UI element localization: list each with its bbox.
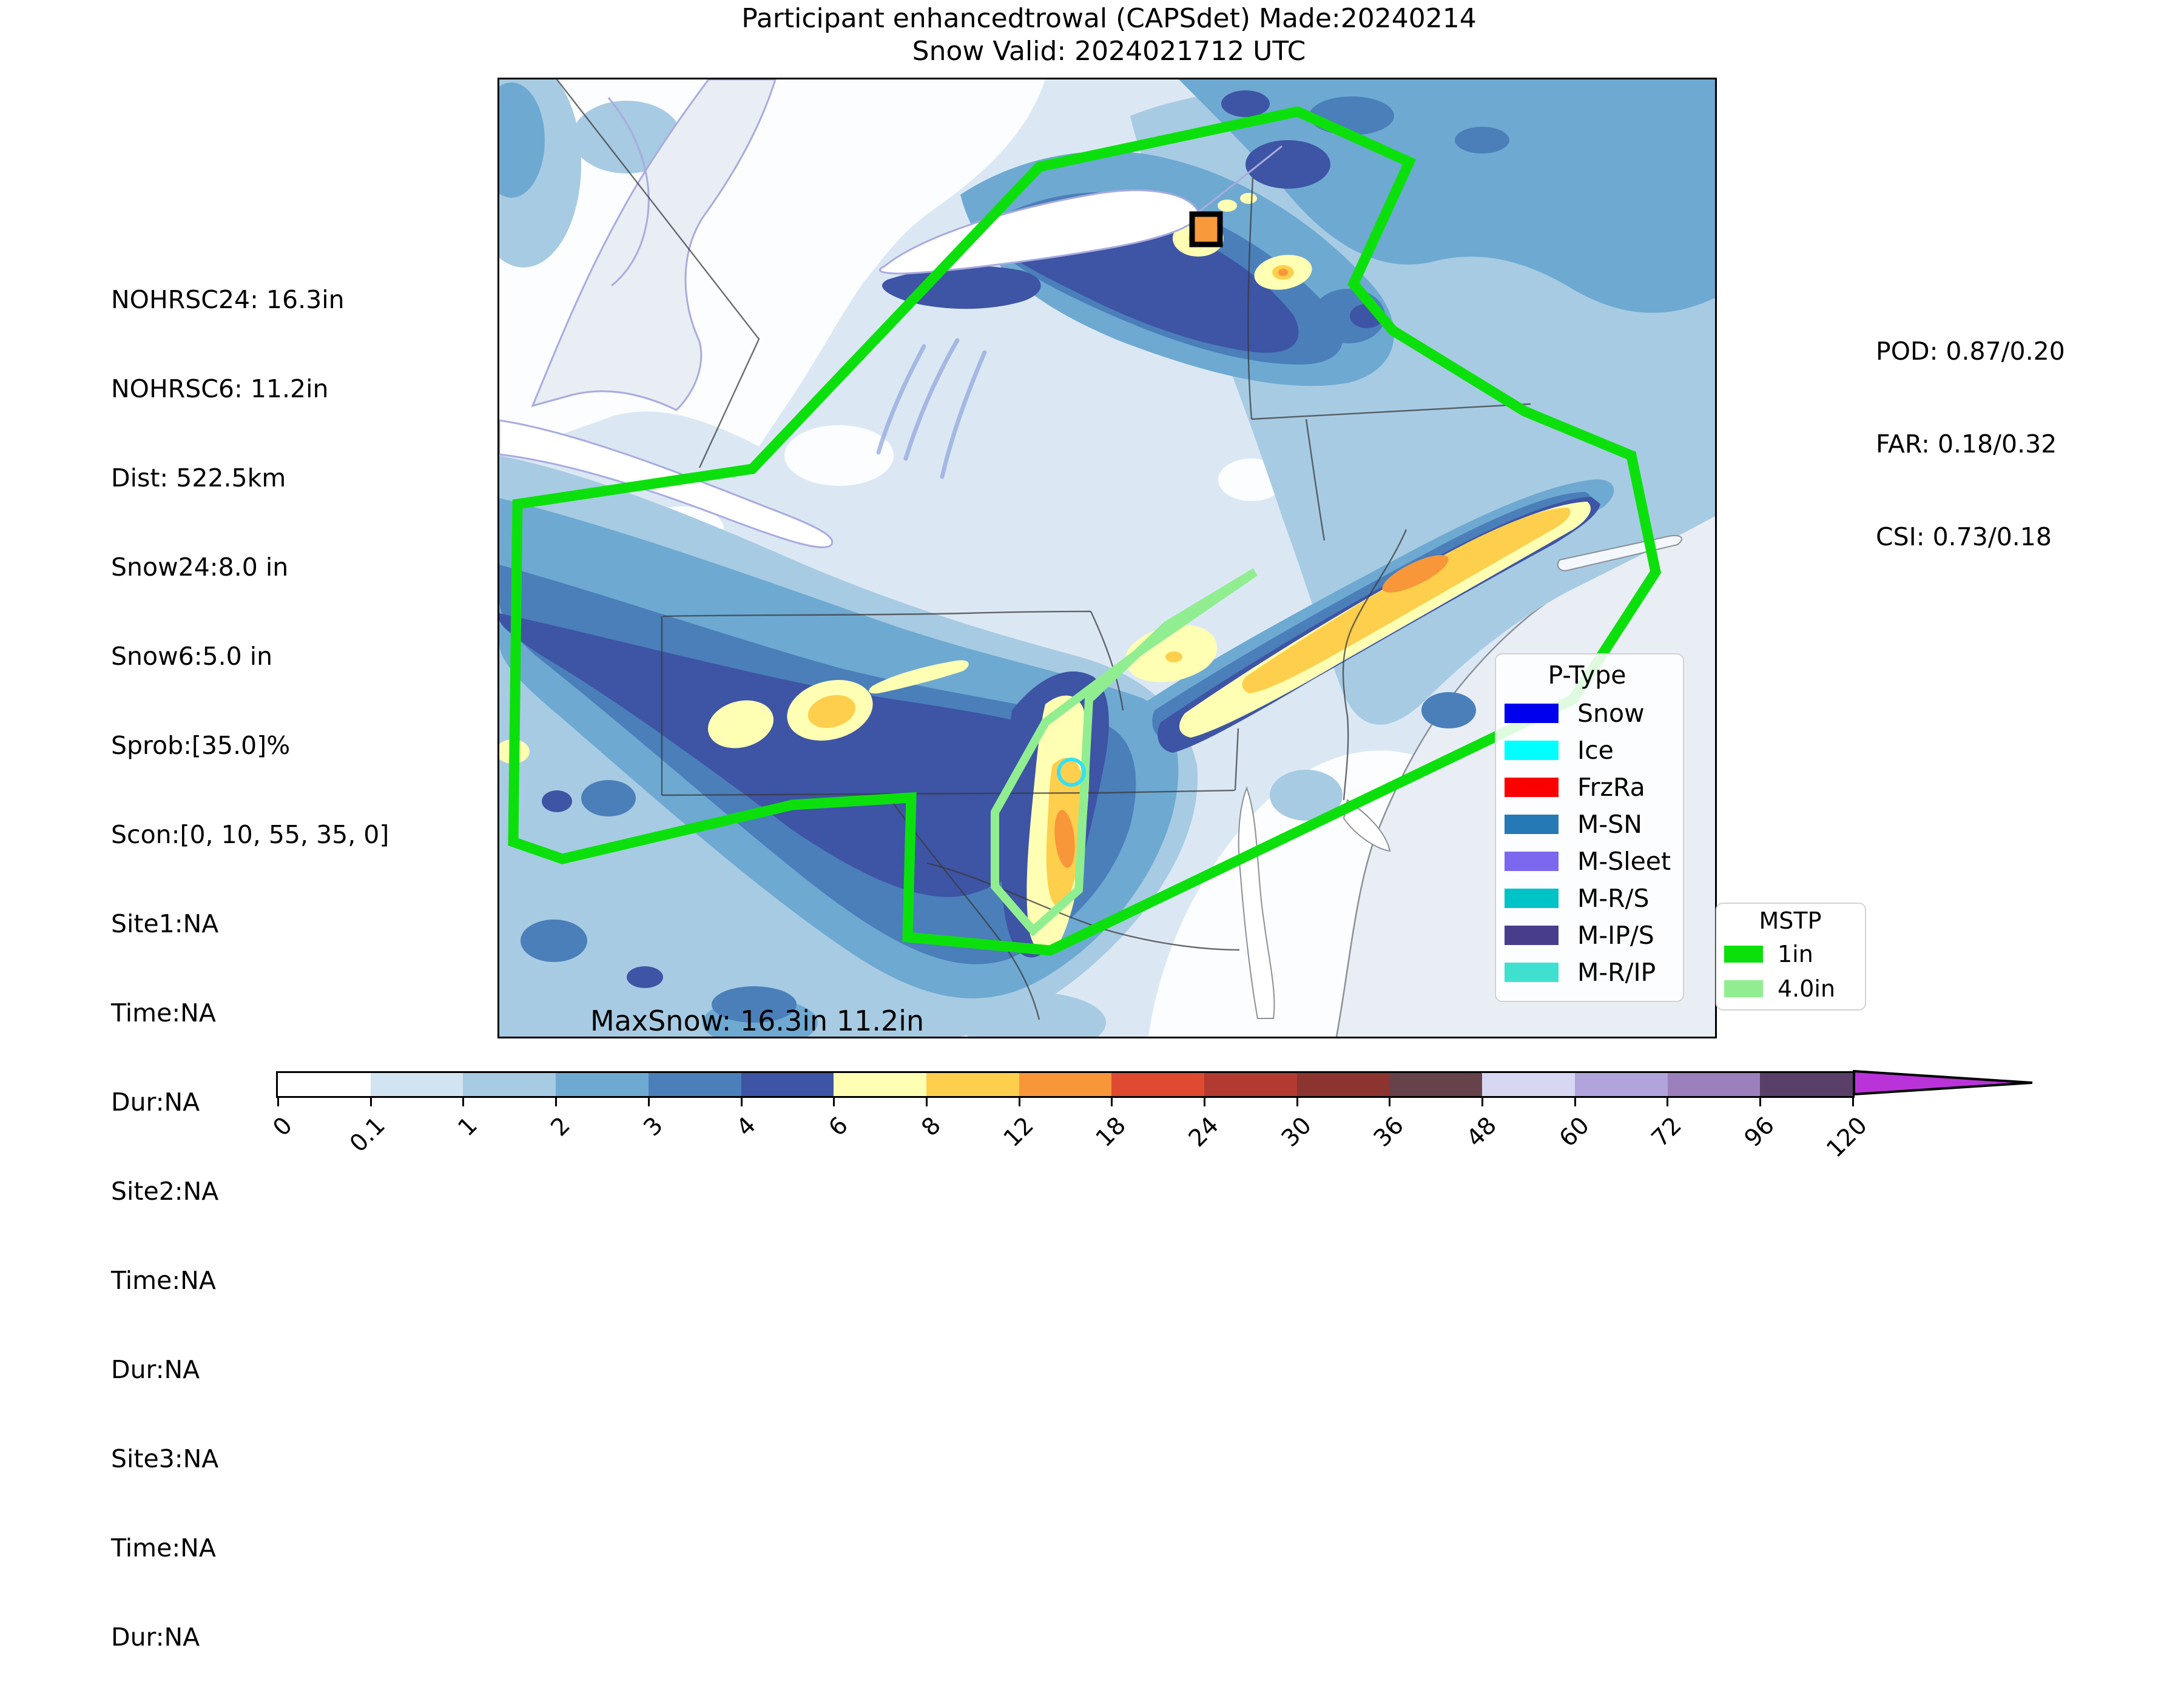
- colorbar-tick: [462, 1096, 464, 1106]
- st-lawrence: [1196, 145, 1282, 214]
- mrs-swatch: [1505, 888, 1559, 908]
- mstp-legend-title: MSTP: [1759, 907, 1822, 934]
- legend-item-mrs: M-R/S: [1505, 880, 1683, 917]
- info-line: Snow6:5.0 in: [111, 642, 273, 671]
- colorbar-segment: [1389, 1073, 1483, 1096]
- colorbar-segment: [556, 1073, 649, 1096]
- info-line: Sprob:[35.0]%: [111, 731, 291, 760]
- info-line: NOHRSC24: 16.3in: [111, 285, 345, 314]
- max-snow-label: MaxSnow: 16.3in 11.2in: [590, 1004, 924, 1037]
- ptype-legend: P-Type Snow Ice FrzRa M-SN M-Sleet M-R/S…: [1495, 653, 1684, 1002]
- info-line: Dur:NA: [111, 1623, 200, 1652]
- info-line: Snow24:8.0 in: [111, 553, 289, 582]
- info-line: Time:NA: [111, 998, 216, 1028]
- verification-metrics-panel: POD: 0.87/0.20 FAR: 0.18/0.32 CSI: 0.73/…: [1876, 274, 2065, 584]
- lake-effect-streaks: [876, 338, 987, 479]
- legend-item-ice: Ice: [1505, 732, 1683, 769]
- info-line: NOHRSC6: 11.2in: [111, 374, 329, 403]
- info-line: Dur:NA: [111, 1355, 200, 1384]
- colorbar-tick: [833, 1096, 835, 1106]
- info-line: Time:NA: [111, 1266, 216, 1295]
- info-line: Dist: 522.5km: [111, 463, 286, 493]
- chesapeake-bay: [1238, 786, 1391, 1019]
- mrip-swatch: [1505, 962, 1559, 982]
- mstp-legend: MSTP 1in 4.0in: [1716, 903, 1866, 1011]
- colorbar-segment: [1760, 1073, 1853, 1096]
- metric-far: FAR: 0.18/0.32: [1876, 429, 2057, 459]
- msleet-swatch: [1505, 851, 1559, 871]
- legend-item-1in: 1in: [1724, 937, 1865, 971]
- title-line1: Participant enhancedtrowal (CAPSdet) Mad…: [741, 3, 1477, 34]
- colorbar-segment: [1482, 1073, 1575, 1096]
- mstp-1in-swatch: [1724, 945, 1763, 963]
- colorbar-segment: [648, 1073, 741, 1096]
- legend-item-snow: Snow: [1505, 695, 1683, 732]
- colorbar-tick: [1574, 1096, 1576, 1106]
- colorbar-extend-arrow: [1853, 1070, 2033, 1095]
- legend-item-mips: M-IP/S: [1505, 917, 1683, 954]
- info-line: Dur:NA: [111, 1088, 200, 1117]
- info-line: Site3:NA: [111, 1444, 219, 1473]
- colorbar-tick: [926, 1096, 928, 1106]
- mstp-4in-contour: [991, 568, 1258, 937]
- metric-csi: CSI: 0.73/0.18: [1876, 522, 2052, 551]
- info-line: Time:NA: [111, 1533, 216, 1563]
- colorbar-segment: [1667, 1073, 1761, 1096]
- msn-swatch: [1505, 814, 1559, 834]
- colorbar-segment: [278, 1073, 371, 1096]
- observation-info-panel: NOHRSC24: 16.3in NOHRSC6: 11.2in Dist: 5…: [111, 226, 389, 1682]
- colorbar-tick: [277, 1096, 279, 1106]
- colorbar-tick: [1667, 1096, 1668, 1106]
- legend-item-mrip: M-R/IP: [1505, 954, 1683, 991]
- ptype-legend-title: P-Type: [1548, 661, 1626, 690]
- site-square-marker: [1189, 211, 1223, 247]
- colorbar-segment: [463, 1073, 556, 1096]
- site-circle-marker: [1057, 758, 1086, 787]
- georgian-bay-shore: [607, 97, 650, 287]
- colorbar-segment: [1204, 1073, 1297, 1096]
- colorbar-segment: [1296, 1073, 1390, 1096]
- ice-swatch: [1505, 740, 1559, 760]
- lake-huron: [531, 79, 777, 411]
- colorbar-tick: [370, 1096, 372, 1106]
- colorbar-segment: [1574, 1073, 1668, 1096]
- colorbar-tick: [1481, 1096, 1483, 1106]
- colorbar-segment: [741, 1073, 834, 1096]
- delaware-bay: [1343, 799, 1391, 852]
- info-line: Site2:NA: [111, 1177, 219, 1206]
- state-boundaries: [556, 79, 1531, 1020]
- frzra-swatch: [1505, 777, 1559, 797]
- info-line: Site1:NA: [111, 909, 219, 938]
- colorbar-segment: [370, 1073, 463, 1096]
- colorbar-tick: [1389, 1096, 1390, 1106]
- mips-swatch: [1505, 925, 1559, 945]
- colorbar-tick: [1759, 1096, 1761, 1106]
- colorbar-tick: [1852, 1096, 1854, 1106]
- colorbar-segment: [834, 1073, 926, 1096]
- colorbar-tick: [1296, 1096, 1298, 1106]
- mstp-1in-contour: [508, 106, 1662, 956]
- colorbar-tick: [1019, 1096, 1020, 1106]
- contour-12in: [1054, 269, 1449, 868]
- colorbar-segment: [1019, 1073, 1112, 1096]
- legend-item-msn: M-SN: [1505, 806, 1683, 843]
- colorbar-tick: [1111, 1096, 1113, 1106]
- title-line2: Snow Valid: 2024021712 UTC: [912, 36, 1306, 67]
- legend-item-4in: 4.0in: [1724, 971, 1865, 1006]
- snow-swatch: [1505, 703, 1559, 723]
- legend-item-frzra: FrzRa: [1505, 769, 1683, 806]
- colorbar-tick: [741, 1096, 743, 1106]
- colorbar-tick: [1204, 1096, 1205, 1106]
- colorbar-segment: [926, 1073, 1019, 1096]
- snowfall-colorbar: [276, 1071, 1855, 1098]
- colorbar-tick: [648, 1096, 650, 1106]
- mstp-4in-swatch: [1724, 980, 1763, 997]
- metric-pod: POD: 0.87/0.20: [1876, 337, 2065, 366]
- colorbar-tick: [555, 1096, 557, 1106]
- colorbar-segment: [1111, 1073, 1205, 1096]
- legend-item-msleet: M-Sleet: [1505, 843, 1683, 880]
- info-line: Scon:[0, 10, 55, 35, 0]: [111, 820, 389, 849]
- page-title: Participant enhancedtrowal (CAPSdet) Mad…: [501, 2, 1717, 68]
